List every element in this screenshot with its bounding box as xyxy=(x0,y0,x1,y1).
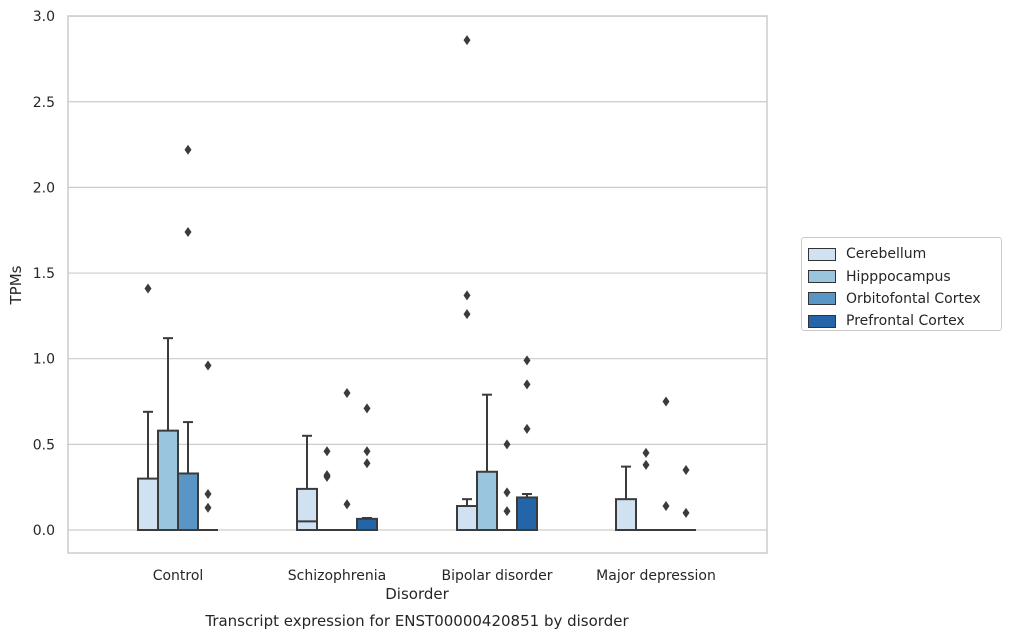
outlier-point xyxy=(642,459,650,470)
box-body xyxy=(296,487,318,531)
y-axis-label: TPMs xyxy=(7,265,25,305)
boxes xyxy=(137,35,696,532)
plot-frame xyxy=(67,15,768,554)
box xyxy=(356,403,378,531)
outlier-point xyxy=(682,507,690,518)
outlier-point xyxy=(463,35,471,46)
box-body xyxy=(157,429,179,531)
y-tick-label: 0.0 xyxy=(33,523,55,539)
legend-swatch xyxy=(808,314,836,328)
box xyxy=(656,396,676,531)
box xyxy=(317,446,337,531)
outlier-point xyxy=(323,446,331,457)
legend: Cerebellum Hipppocampus Orbitofontal Cor… xyxy=(801,237,1002,331)
legend-swatch xyxy=(808,270,836,284)
outlier-point xyxy=(343,499,351,510)
y-tick-label: 2.0 xyxy=(33,180,55,196)
box xyxy=(615,465,637,531)
y-tick-label: 1.0 xyxy=(33,352,55,368)
y-tick-label: 3.0 xyxy=(33,9,55,25)
box xyxy=(676,465,696,531)
y-tick-labels: 0.0 0.5 1.0 1.5 2.0 2.5 3.0 xyxy=(33,9,55,539)
outlier-point xyxy=(523,355,531,366)
outlier-point xyxy=(204,360,212,371)
outlier-point xyxy=(682,465,690,476)
box-body xyxy=(177,472,199,532)
legend-item: Hipppocampus xyxy=(808,265,1001,287)
outlier-point xyxy=(204,502,212,513)
box-body xyxy=(516,496,538,532)
legend-label: Orbitofontal Cortex xyxy=(846,290,981,307)
x-tick-label: Schizophrenia xyxy=(288,568,386,584)
legend-label: Cerebellum xyxy=(846,246,927,263)
outlier-point xyxy=(463,290,471,301)
legend-label: Prefrontal Cortex xyxy=(846,313,965,330)
legend-item: Orbitofontal Cortex xyxy=(808,288,1001,310)
x-tick-label: Control xyxy=(153,568,204,584)
legend-item: Prefrontal Cortex xyxy=(808,310,1001,332)
box xyxy=(456,35,478,532)
outlier-point xyxy=(363,446,371,457)
box xyxy=(198,360,218,531)
y-tick-label: 1.5 xyxy=(33,266,55,282)
outlier-point xyxy=(184,226,192,237)
chart-caption: Transcript expression for ENST0000042085… xyxy=(205,612,629,630)
outlier-point xyxy=(523,423,531,434)
box-body xyxy=(615,498,637,531)
box xyxy=(476,393,498,531)
outlier-point xyxy=(363,458,371,469)
x-tick-labels: Control Schizophrenia Bipolar disorder Majo… xyxy=(153,568,716,584)
outlier-point xyxy=(662,501,670,512)
x-tick-label: Bipolar disorder xyxy=(441,568,552,584)
outlier-point xyxy=(184,144,192,155)
box xyxy=(497,439,517,531)
outlier-point xyxy=(463,309,471,320)
outlier-point xyxy=(503,506,511,517)
outlier-point xyxy=(503,487,511,498)
box xyxy=(177,144,199,532)
outlier-point xyxy=(503,439,511,450)
legend-swatch xyxy=(808,247,836,261)
outlier-point xyxy=(523,379,531,390)
outlier-point xyxy=(343,387,351,398)
legend-item: Cerebellum xyxy=(808,243,1001,265)
x-axis-label: Disorder xyxy=(385,585,449,603)
y-tick-label: 2.5 xyxy=(33,95,55,111)
box xyxy=(337,387,357,531)
outlier-point xyxy=(363,403,371,414)
y-tick-label: 0.5 xyxy=(33,437,55,453)
outlier-point xyxy=(323,471,331,482)
box-body xyxy=(456,505,478,532)
box-body xyxy=(476,470,498,531)
legend-label: Hipppocampus xyxy=(846,268,951,285)
box xyxy=(296,434,318,531)
outlier-point xyxy=(204,489,212,500)
box xyxy=(157,337,179,531)
box-body xyxy=(356,517,378,531)
box xyxy=(516,355,538,532)
box xyxy=(137,283,159,531)
box xyxy=(636,447,656,531)
legend-swatch xyxy=(808,292,836,306)
outlier-point xyxy=(642,447,650,458)
outlier-point xyxy=(662,396,670,407)
x-tick-label: Major depression xyxy=(596,568,716,584)
box-body xyxy=(137,477,159,531)
outlier-point xyxy=(144,283,152,294)
